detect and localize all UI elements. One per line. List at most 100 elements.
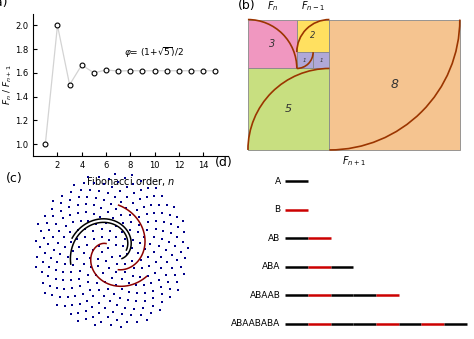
Point — [82, 308, 90, 313]
Point — [173, 235, 181, 240]
Point — [104, 191, 111, 196]
Point — [64, 295, 72, 300]
Point — [47, 255, 55, 260]
Text: $F_{n-1}$: $F_{n-1}$ — [301, 0, 325, 13]
Point — [160, 228, 167, 233]
Point — [129, 237, 137, 242]
Point — [137, 187, 145, 193]
Point — [45, 264, 53, 269]
Bar — [248, 20, 297, 68]
Point — [81, 235, 89, 240]
Point — [62, 223, 70, 228]
Point — [100, 271, 107, 276]
Point — [32, 238, 39, 243]
Point — [160, 219, 167, 225]
Point — [105, 265, 113, 271]
Point — [113, 317, 120, 323]
Point — [143, 227, 151, 233]
Point — [147, 202, 155, 207]
Point — [130, 306, 138, 311]
Point — [99, 226, 106, 232]
Point — [89, 304, 96, 310]
Point — [150, 250, 158, 255]
Point — [53, 285, 61, 291]
Point — [118, 199, 125, 205]
Point — [82, 317, 90, 322]
Point — [80, 261, 87, 267]
Point — [152, 226, 159, 232]
Point — [180, 271, 187, 277]
Point — [89, 247, 97, 253]
Point — [87, 264, 95, 270]
Point — [50, 214, 57, 219]
Point — [112, 270, 120, 275]
Point — [163, 259, 171, 265]
Point — [129, 273, 137, 278]
Point — [59, 269, 67, 275]
Text: ABAABABA: ABAABABA — [231, 319, 281, 328]
Point — [155, 277, 163, 282]
Point — [140, 282, 147, 288]
Point — [171, 272, 179, 278]
Text: (a): (a) — [0, 0, 8, 9]
Point — [82, 202, 90, 207]
Point — [101, 305, 109, 311]
Point — [94, 256, 101, 261]
Point — [110, 291, 118, 297]
Point — [107, 228, 114, 234]
Point — [158, 194, 166, 199]
Point — [129, 200, 137, 206]
Point — [149, 288, 157, 294]
Point — [127, 220, 135, 225]
Point — [168, 252, 175, 257]
Point — [91, 322, 99, 328]
Point — [181, 255, 189, 260]
Point — [128, 245, 136, 251]
Point — [158, 299, 165, 305]
Point — [92, 273, 100, 278]
Point — [158, 211, 166, 216]
Point — [116, 254, 124, 259]
Point — [113, 303, 121, 308]
Point — [97, 215, 104, 220]
Point — [104, 210, 111, 215]
Point — [92, 195, 100, 200]
Point — [144, 318, 151, 323]
Point — [118, 229, 126, 234]
Point — [135, 215, 143, 220]
Point — [52, 267, 59, 273]
Point — [67, 311, 74, 317]
Point — [102, 220, 110, 225]
Point — [141, 290, 149, 296]
Point — [83, 194, 91, 199]
Point — [106, 299, 114, 304]
Point — [117, 295, 124, 301]
Point — [177, 249, 184, 254]
Y-axis label: $F_n$ / $F_{n+1}$: $F_n$ / $F_{n+1}$ — [1, 64, 14, 105]
Point — [75, 244, 83, 250]
Point — [50, 247, 58, 252]
Point — [75, 276, 83, 281]
Point — [137, 313, 145, 318]
Point — [157, 265, 165, 271]
Point — [52, 276, 59, 281]
Point — [117, 213, 124, 218]
Point — [136, 197, 143, 202]
Bar — [297, 52, 313, 68]
Point — [70, 262, 77, 268]
Point — [75, 195, 82, 200]
Point — [40, 236, 48, 241]
Point — [73, 236, 81, 241]
Point — [141, 298, 149, 303]
Point — [59, 278, 67, 283]
Point — [67, 212, 74, 218]
Point — [46, 283, 54, 288]
X-axis label: Fibonacci order, $n$: Fibonacci order, $n$ — [86, 175, 175, 188]
Point — [95, 300, 102, 305]
Point — [141, 234, 148, 240]
Point — [173, 215, 181, 220]
Point — [149, 303, 156, 308]
Point — [124, 298, 132, 303]
Point — [118, 276, 126, 282]
Point — [144, 273, 152, 278]
